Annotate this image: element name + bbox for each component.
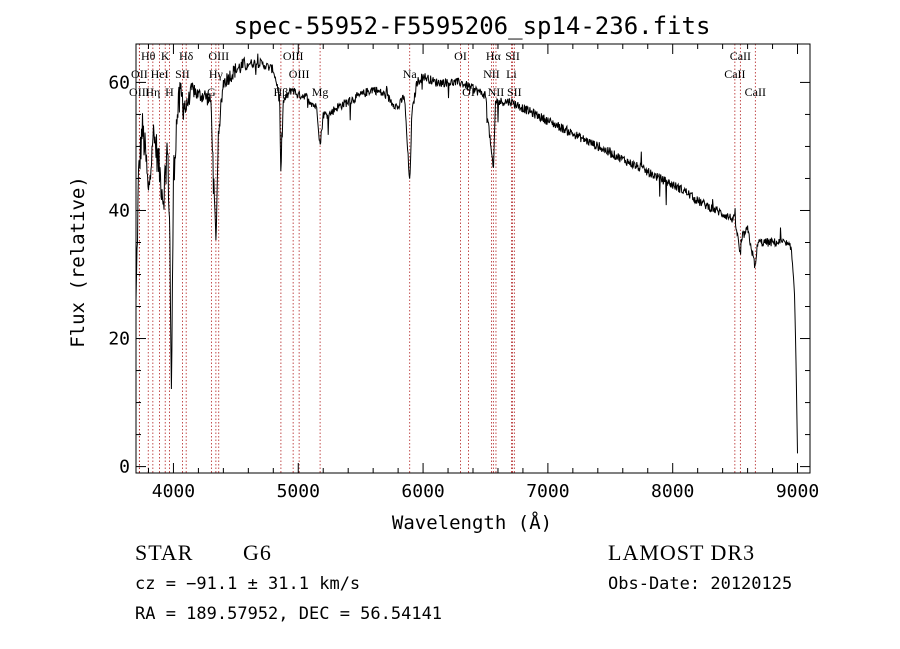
line-label-Hθ: Hθ [141, 49, 156, 63]
x-tick-label: 6000 [401, 481, 444, 502]
x-tick-label: 5000 [277, 481, 320, 502]
line-label-OIII: OIII [283, 49, 304, 63]
y-axis-label: Flux (relative) [67, 176, 89, 348]
line-label-Hδ: Hδ [179, 49, 194, 63]
y-tick-label: 0 [119, 457, 130, 478]
y-tick-label: 60 [108, 72, 130, 93]
emission-line-markers [138, 44, 756, 473]
y-tick-label: 40 [108, 200, 130, 221]
x-tick-label: 7000 [526, 481, 569, 502]
x-axis-label: Wavelength (Å) [392, 511, 552, 534]
x-tick-label: 4000 [152, 481, 195, 502]
spectrum-series [135, 53, 798, 454]
line-label-CaII: CaII [745, 85, 766, 99]
redshift-velocity: cz = −91.1 ± 31.1 km/s [135, 574, 360, 594]
object-subclass: G6 [243, 540, 272, 565]
line-label-CaII: CaII [730, 49, 751, 63]
line-label-SII: SII [505, 49, 520, 63]
observation-date: Obs-Date: 20120125 [608, 574, 792, 594]
line-label-OI: OI [454, 49, 467, 63]
line-label-K: K [161, 49, 170, 63]
line-label-Hγ: Hγ [209, 67, 224, 81]
line-label-CaII: CaII [724, 67, 745, 81]
line-label-OIII: OIII [208, 49, 229, 63]
line-label-G: G [207, 85, 216, 99]
survey-name: LAMOST DR3 [608, 540, 755, 565]
line-label-SII: SII [507, 85, 522, 99]
line-label-Na: Na [403, 67, 418, 81]
line-label-Mg: Mg [312, 85, 329, 99]
plot-frame [135, 43, 811, 474]
line-label-Hα: Hα [486, 49, 502, 63]
line-label-OIII: OIII [129, 85, 150, 99]
axis-tick-labels: 4000 5000 6000 7000 8000 9000 0 20 40 60 [108, 72, 819, 502]
line-label-HeI: HeI [151, 67, 169, 81]
line-label-NII: NII [483, 67, 500, 81]
sky-coordinates: RA = 189.57952, DEC = 56.54141 [135, 604, 442, 624]
line-label-SII: SII [175, 67, 190, 81]
line-label-OI: OI [462, 85, 475, 99]
chart-title: spec-55952-F5595206_sp14-236.fits [234, 12, 711, 40]
object-class: STAR [135, 540, 193, 565]
y-tick-label: 20 [108, 329, 130, 350]
axis-ticks [136, 44, 810, 473]
line-label-OII: OII [131, 67, 148, 81]
line-label-H: H [165, 85, 174, 99]
x-tick-label: 8000 [651, 481, 694, 502]
line-label-Hη: Hη [145, 85, 160, 99]
line-label-Li: Li [506, 67, 517, 81]
x-tick-label: 9000 [776, 481, 819, 502]
line-label-NII: NII [488, 85, 505, 99]
line-label-OIII: OIII [289, 67, 310, 81]
